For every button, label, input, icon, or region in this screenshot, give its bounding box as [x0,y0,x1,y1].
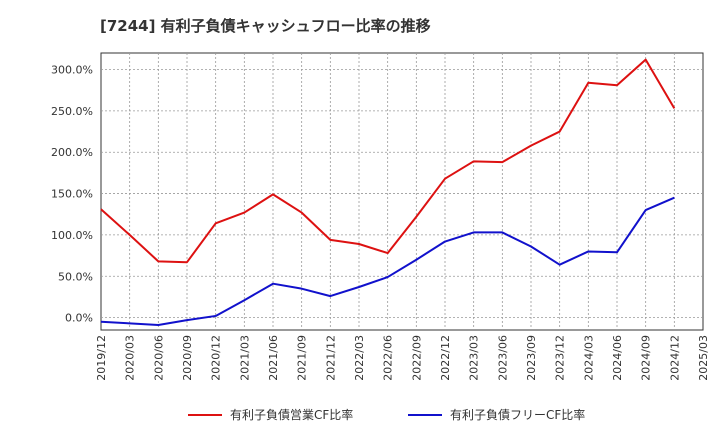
y-tick-label: 0.0% [65,312,93,325]
x-tick-label: 2025/03 [697,335,710,381]
legend: 有利子負債営業CF比率 有利子負債フリーCF比率 [188,407,585,422]
y-tick-label: 200.0% [51,146,93,159]
series-lines [100,58,676,327]
x-tick-label: 2021/09 [296,335,309,381]
x-axis: 2019/12 2020/03 2020/06 2020/09 2020/12 2021/… [95,335,710,381]
x-tick-label: 2020/03 [124,335,137,381]
y-axis: 0.0% 50.0% 100.0% 150.0% 200.0% 250.0% 300.0% [51,64,93,325]
x-tick-label: 2024/12 [668,335,681,381]
y-tick-label: 250.0% [51,105,93,118]
series-line-1 [100,58,676,264]
chart-title: [7244] 有利子負債キャッシュフロー比率の推移 [100,17,431,35]
x-tick-label: 2024/09 [640,335,653,381]
x-tick-label: 2021/06 [267,335,280,381]
series-line-2 [100,196,675,327]
plot-area [100,52,704,331]
y-tick-label: 150.0% [51,188,93,201]
x-tick-label: 2022/12 [439,335,452,381]
x-tick-label: 2023/06 [496,335,509,381]
x-tick-label: 2023/12 [554,335,567,381]
x-tick-label: 2020/06 [152,335,165,381]
x-tick-label: 2024/06 [611,335,624,381]
x-tick-label: 2021/12 [324,335,337,381]
x-tick-label: 2022/06 [382,335,395,381]
x-tick-label: 2023/03 [468,335,481,381]
y-tick-label: 100.0% [51,229,93,242]
x-tick-label: 2021/03 [238,335,251,381]
x-tick-label: 2019/12 [95,335,108,381]
x-tick-label: 2023/09 [525,335,538,381]
y-tick-label: 300.0% [51,64,93,77]
y-tick-label: 50.0% [58,270,93,283]
x-tick-label: 2022/03 [353,335,366,381]
x-tick-label: 2020/09 [181,335,194,381]
x-tick-label: 2022/09 [410,335,423,381]
x-tick-label: 2024/03 [582,335,595,381]
legend-label-1: 有利子負債営業CF比率 [230,407,353,422]
x-tick-label: 2020/12 [210,335,223,381]
legend-label-2: 有利子負債フリーCF比率 [450,407,585,422]
